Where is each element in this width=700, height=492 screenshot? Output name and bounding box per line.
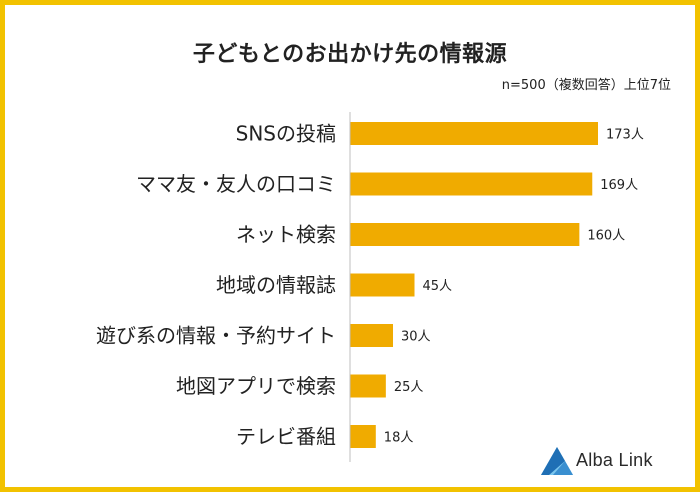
chart-title: 子どもとのお出かけ先の情報源 (192, 42, 508, 67)
value-label: 30人 (401, 330, 431, 345)
category-label: 地図アプリで検索 (176, 374, 336, 398)
bar (350, 425, 376, 448)
value-label: 169人 (600, 178, 638, 193)
bar (350, 273, 415, 297)
value-label: 45人 (423, 279, 453, 294)
bar (350, 122, 598, 145)
value-label: 25人 (394, 380, 424, 395)
value-label: 173人 (606, 128, 644, 143)
alba-link-logo: Alba Link (540, 444, 680, 478)
category-label: ネット検索 (236, 223, 336, 247)
bar (350, 172, 593, 196)
logo-text: Alba Link (576, 450, 653, 470)
category-label: SNSの投稿 (236, 122, 336, 146)
chart-subtitle: n=500（複数回答）上位7位 (501, 78, 671, 93)
bar (350, 374, 386, 398)
category-label: 地域の情報誌 (216, 273, 336, 297)
bar (350, 223, 580, 246)
category-label: ママ友・友人の口コミ (136, 172, 336, 196)
category-label: テレビ番組 (236, 425, 336, 449)
category-label: 遊び系の情報・予約サイト (96, 324, 336, 348)
bar (350, 324, 394, 347)
value-label: 160人 (587, 229, 625, 244)
value-label: 18人 (384, 431, 414, 446)
triangle-logo-icon (541, 447, 573, 475)
